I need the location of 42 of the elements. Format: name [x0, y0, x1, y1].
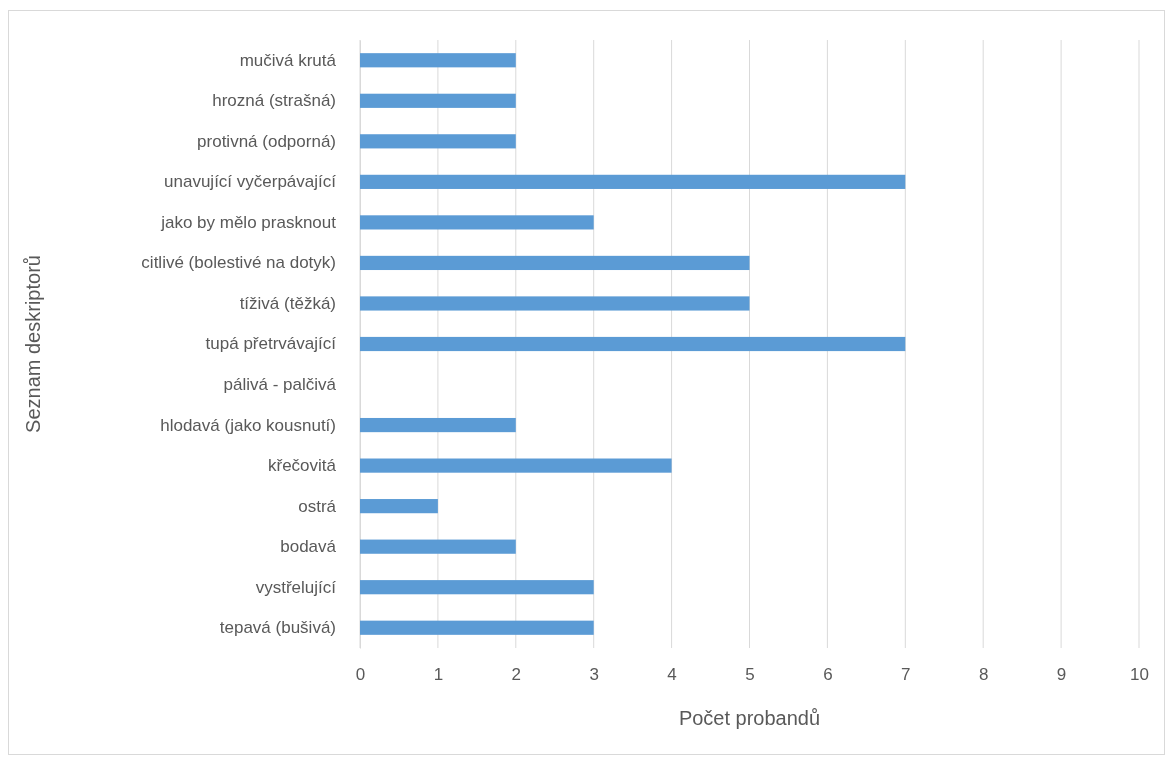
bar: [360, 336, 906, 352]
x-tick-label: 5: [745, 665, 755, 685]
bar: [360, 215, 594, 230]
x-tick-label: 4: [667, 665, 677, 685]
bar: [360, 134, 516, 149]
bar: [360, 93, 516, 108]
x-tick-label: 0: [355, 665, 366, 685]
x-tick-label: 7: [901, 665, 911, 685]
bar: [360, 417, 516, 433]
bar: [360, 53, 516, 68]
y-tick-label: tupá přetrvávající: [205, 334, 337, 354]
bar: [360, 296, 750, 311]
y-tick-label: křečovitá: [267, 456, 337, 476]
y-tick-label: ostrá: [298, 496, 337, 516]
y-tick-label: jako by mělo prasknout: [160, 212, 337, 232]
y-tick-label: protivná (odporná): [197, 131, 336, 151]
y-tick-label: bodavá: [280, 537, 337, 557]
bar: [360, 620, 594, 635]
x-tick-label: 2: [511, 665, 522, 685]
x-tick-label: 1: [433, 665, 444, 685]
x-tick-label: 10: [1130, 665, 1149, 685]
bar: [360, 255, 750, 271]
x-tick-label: 6: [823, 665, 833, 685]
bar: [360, 539, 516, 554]
y-tick-label: hlodavá (jako kousnutí): [160, 415, 336, 435]
y-tick-label: unavující vyčerpávající: [164, 172, 337, 192]
x-axis-title: Počet probandů: [678, 707, 821, 729]
bar: [360, 580, 594, 595]
y-tick-label: hrozná (strašná): [212, 91, 336, 111]
y-tick-label: pálivá - palčivá: [223, 374, 337, 394]
x-tick-label: 8: [978, 665, 989, 685]
bar: [360, 458, 672, 473]
x-tick-label: 3: [589, 665, 599, 685]
y-tick-label: tíživá (těžká): [239, 293, 336, 313]
y-axis-title: Seznam deskriptorů: [22, 255, 44, 433]
y-tick-label: mučivá krutá: [239, 50, 337, 70]
bar: [360, 499, 438, 514]
y-tick-label: vystřelující: [255, 577, 337, 597]
y-tick-label: tepavá (bušivá): [219, 618, 336, 638]
bar: [360, 174, 906, 189]
x-tick-label: 9: [1056, 665, 1067, 685]
y-tick-label: citlivé (bolestivé na dotyk): [141, 253, 336, 273]
